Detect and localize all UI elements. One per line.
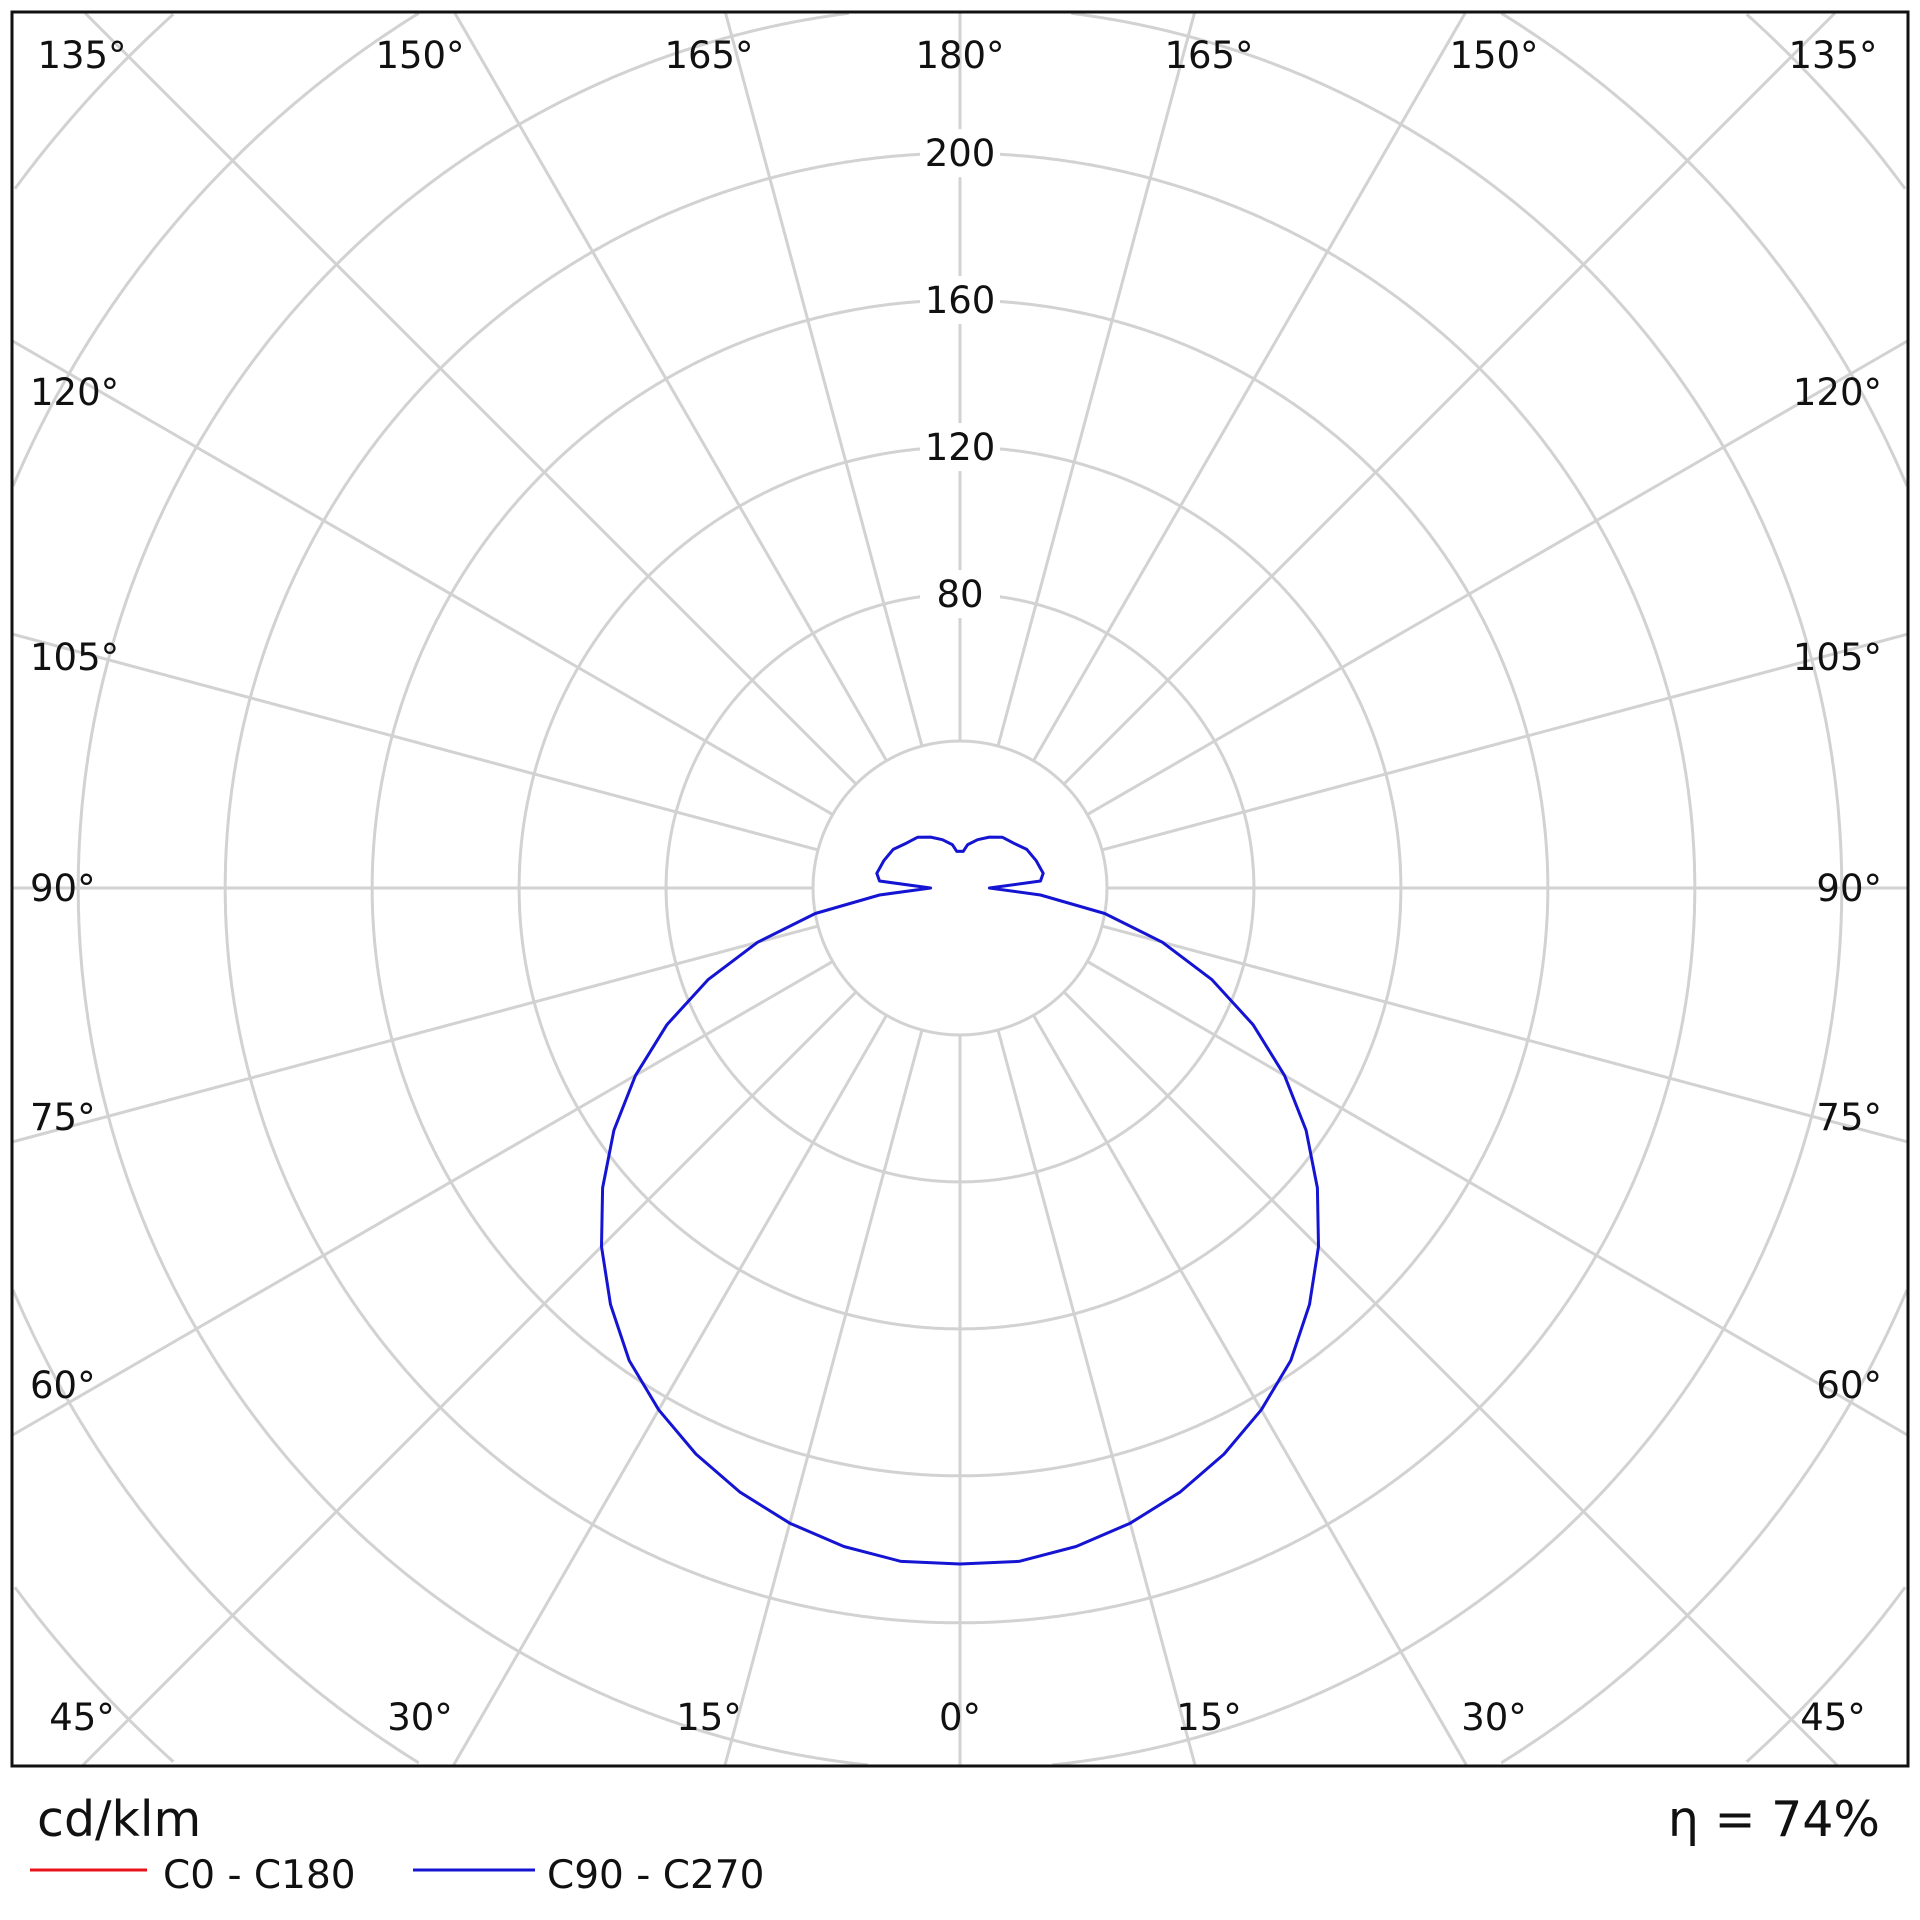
grid-ring [11,11,1909,1765]
angle-label: 0° [939,1696,981,1739]
angle-label: 180° [915,34,1004,77]
radial-tick-labels: 80 120 160 200 [920,129,1000,619]
angle-label: 75° [30,1096,96,1139]
radial-tick-label: 120 [925,426,996,469]
angle-label: 75° [1816,1096,1882,1139]
angle-label: 90° [1816,867,1882,910]
grid-spoke [81,990,858,1767]
grid-ring [76,11,1844,1767]
angle-label: 90° [30,867,96,910]
grid-spoke [83,11,858,786]
grid-ring [13,13,1907,1763]
unit-label: cd/klm [37,1791,201,1848]
angle-label: 60° [30,1364,96,1407]
grid-spoke [12,339,834,816]
angle-label: 105° [1793,636,1882,679]
radial-tick-bg [920,276,1000,325]
legend-label-c0-c180: C0 - C180 [163,1853,356,1898]
series-curve-c90-c270 [600,835,1320,1566]
grid-spoke [724,12,924,747]
polar-grid [11,11,1909,1767]
curves [600,835,1320,1566]
grid-spoke [1086,339,1908,816]
grid-spoke [12,924,819,1144]
angle-label: 15° [1176,1696,1242,1739]
angle-label: 105° [30,636,119,679]
angle-label: 30° [387,1696,453,1739]
angle-label: 45° [1800,1696,1866,1739]
legend: C0 - C180 C90 - C270 [30,1853,764,1898]
efficiency-label: η = 74% [1668,1791,1880,1848]
angle-label: 135° [37,34,126,77]
grid-spoke [453,12,888,762]
grid-spoke [1086,960,1908,1437]
angle-labels: 135° 150° 165° 180° 165° 150° 135° 45° 30° 15° 0° 1… [30,34,1882,1739]
angle-label: 165° [1164,34,1253,77]
grid-spoke [1032,1014,1468,1766]
grid-spoke [1101,924,1908,1144]
grid-spoke [1062,990,1839,1767]
grid-spoke [1101,632,1908,852]
angle-label: 120° [30,371,119,414]
angle-label: 45° [49,1696,115,1739]
radial-tick-bg [920,129,1000,178]
radial-tick-label: 160 [925,279,996,322]
angle-label: 60° [1816,1364,1882,1407]
radial-tick-label: 80 [936,573,983,616]
angle-label: 15° [676,1696,742,1739]
grid-spoke [12,960,834,1437]
grid-spoke [12,632,819,852]
angle-label: 150° [375,34,464,77]
legend-label-c90-c270: C90 - C270 [547,1853,764,1898]
plot-frame [10,10,1910,1768]
angle-label: 120° [1793,371,1882,414]
angle-label: 150° [1449,34,1538,77]
grid-spoke [452,1014,888,1766]
radial-tick-bg [920,570,1000,619]
grid-spoke [723,1029,924,1766]
grid-spoke [1062,11,1837,786]
radial-tick-bg [920,423,1000,472]
grid-spoke [996,1029,1197,1766]
angle-label: 165° [664,34,753,77]
grid-spoke [1032,12,1467,762]
grid-spoke [996,12,1196,747]
grid-ring [811,739,1109,1037]
angle-label: 135° [1788,34,1877,77]
angle-label: 30° [1461,1696,1527,1739]
radial-tick-label: 200 [925,132,996,175]
